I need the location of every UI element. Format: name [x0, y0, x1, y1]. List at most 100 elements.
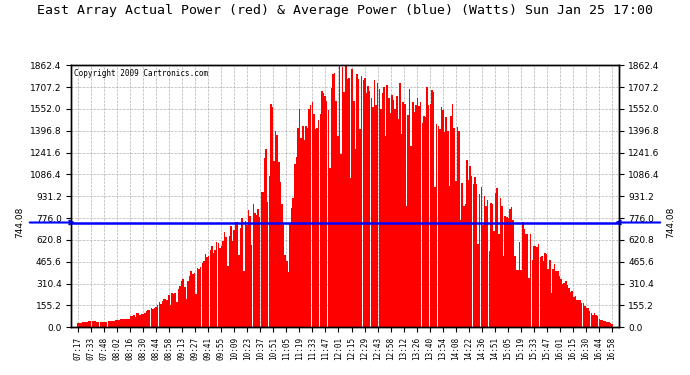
Bar — [369, 91, 371, 327]
Bar — [382, 93, 383, 327]
Bar — [211, 246, 213, 327]
Bar — [184, 287, 186, 327]
Bar — [230, 226, 232, 327]
Bar — [342, 67, 344, 327]
Bar — [418, 106, 420, 327]
Bar — [589, 311, 591, 327]
Bar — [555, 272, 557, 327]
Bar — [152, 309, 154, 327]
Bar — [573, 297, 575, 327]
Bar — [312, 102, 313, 327]
Bar — [462, 183, 463, 327]
Bar — [480, 187, 482, 327]
Bar — [284, 255, 286, 327]
Bar — [240, 228, 241, 327]
Bar — [602, 321, 603, 327]
Bar — [245, 221, 246, 327]
Bar — [401, 134, 402, 327]
Bar — [455, 182, 457, 327]
Bar — [402, 102, 404, 327]
Text: East Array Actual Power (red) & Average Power (blue) (Watts) Sun Jan 25 17:00: East Array Actual Power (red) & Average … — [37, 4, 653, 17]
Bar — [201, 263, 203, 327]
Bar — [407, 116, 408, 327]
Bar — [525, 234, 526, 327]
Bar — [477, 244, 479, 327]
Bar — [431, 90, 433, 327]
Bar — [143, 314, 144, 327]
Bar — [128, 319, 130, 327]
Bar — [441, 106, 442, 327]
Bar — [254, 213, 256, 327]
Bar — [448, 186, 450, 327]
Bar — [476, 184, 477, 327]
Bar — [400, 83, 401, 327]
Bar — [529, 278, 530, 327]
Bar — [318, 120, 319, 327]
Bar — [257, 209, 259, 327]
Bar — [422, 123, 423, 327]
Bar — [543, 261, 544, 327]
Bar — [411, 146, 412, 327]
Bar — [101, 322, 103, 327]
Bar — [474, 177, 475, 327]
Bar — [451, 116, 452, 327]
Bar — [569, 288, 570, 327]
Bar — [417, 98, 418, 327]
Bar — [506, 217, 508, 327]
Bar — [321, 91, 323, 327]
Bar — [379, 88, 380, 327]
Bar — [266, 149, 267, 327]
Bar — [135, 317, 136, 327]
Bar — [273, 161, 275, 327]
Bar — [439, 129, 441, 327]
Bar — [560, 279, 562, 327]
Bar — [159, 302, 160, 327]
Bar — [270, 104, 272, 327]
Bar — [463, 206, 464, 327]
Bar — [457, 128, 458, 327]
Bar — [452, 104, 453, 327]
Bar — [176, 302, 177, 327]
Bar — [79, 323, 80, 327]
Bar — [331, 88, 332, 327]
Bar — [530, 234, 531, 327]
Bar — [374, 80, 375, 327]
Bar — [611, 324, 613, 327]
Bar — [164, 299, 165, 327]
Bar — [189, 276, 190, 327]
Bar — [310, 105, 311, 327]
Bar — [345, 65, 346, 327]
Bar — [426, 87, 428, 327]
Bar — [259, 217, 260, 327]
Bar — [103, 322, 104, 327]
Bar — [434, 188, 436, 327]
Bar — [328, 110, 329, 327]
Bar — [119, 320, 120, 327]
Bar — [423, 116, 424, 327]
Text: Copyright 2009 Cartronics.com: Copyright 2009 Cartronics.com — [75, 69, 208, 78]
Bar — [524, 229, 525, 327]
Bar — [208, 256, 210, 327]
Bar — [406, 206, 407, 327]
Bar — [136, 314, 138, 327]
Bar — [97, 321, 98, 327]
Bar — [430, 104, 431, 327]
Bar — [139, 315, 141, 327]
Bar — [444, 132, 445, 327]
Bar — [489, 251, 490, 327]
Bar — [334, 73, 335, 327]
Bar — [603, 321, 605, 327]
Bar — [170, 305, 171, 327]
Bar — [82, 322, 83, 327]
Bar — [371, 98, 372, 327]
Bar — [149, 310, 150, 327]
Bar — [275, 131, 277, 327]
Bar — [501, 206, 503, 327]
Bar — [391, 94, 393, 327]
Bar — [272, 107, 273, 327]
Bar — [364, 78, 366, 327]
Bar — [117, 320, 119, 327]
Bar — [565, 280, 566, 327]
Bar — [173, 294, 175, 327]
Bar — [353, 100, 355, 327]
